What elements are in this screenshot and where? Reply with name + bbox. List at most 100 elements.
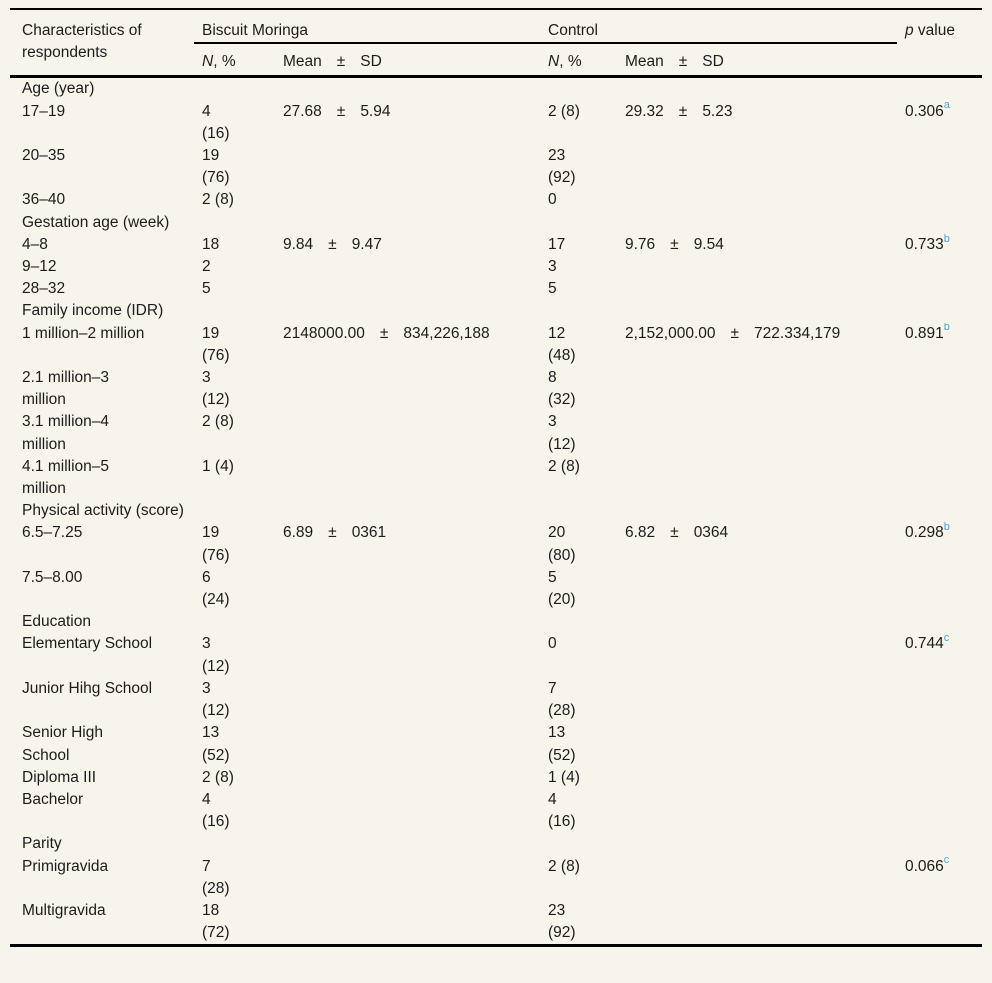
n-rest: , % (559, 53, 582, 71)
footnote-marker: c (943, 633, 950, 645)
section-row-parity: Parity (10, 833, 982, 855)
n-rest: , % (213, 53, 236, 71)
cell-characteristic: 3.1 million–4 million (22, 413, 110, 453)
cell-biscuit-mean-sd: 9.84 ±9.47 (275, 234, 540, 256)
cell-empty (275, 789, 540, 833)
n-italic: N (548, 53, 560, 71)
subheader-biscuit-n: N, % (194, 43, 275, 79)
cell-empty (897, 189, 982, 211)
table-row: 9–12 2 3 (10, 256, 982, 278)
cell-control-n: 0 (548, 191, 557, 209)
sd-value: 0364 (693, 524, 729, 542)
characteristics-table: Characteristics of respondents Biscuit M… (10, 8, 982, 948)
cell-characteristic: 4–8 (22, 235, 48, 253)
cell-biscuit-n: 3 (12) (202, 679, 230, 720)
table-row: Primigravida 7 (28) 2 (8) 0.066c (10, 856, 982, 900)
cell-control-n: 1 (4) (548, 768, 580, 786)
plus-minus: ± (670, 524, 679, 542)
cell-control-n: 2 (8) (548, 102, 580, 120)
cell-empty (617, 256, 897, 278)
mean-value: 9.76 (625, 235, 656, 253)
cell-characteristic: Senior High School (22, 724, 103, 764)
cell-biscuit-n: 3 (12) (202, 635, 230, 675)
mean-label: Mean (283, 53, 322, 71)
cell-characteristic: Elementary School (22, 635, 153, 653)
cell-characteristic: 7.5–8.00 (22, 568, 83, 586)
cell-empty (617, 767, 897, 789)
cell-control-n: 5 (548, 280, 557, 298)
cell-biscuit-n: 2 (8) (202, 768, 234, 786)
table-row: Diploma III 2 (8) 1 (4) (10, 767, 982, 789)
sd-value: 5.23 (702, 102, 733, 120)
table-row: 36–40 2 (8) 0 (10, 189, 982, 211)
cell-characteristic: 9–12 (22, 258, 57, 276)
cell-biscuit-n: 19 (76) (202, 147, 230, 187)
cell-control-n: 23 (92) (548, 147, 576, 187)
footnote-marker: c (943, 855, 950, 867)
section-row-gestation: Gestation age (week) (10, 212, 982, 234)
cell-empty (617, 145, 897, 189)
section-label: Age (year) (22, 80, 95, 98)
header-row-sub: N, % Mean ± SD N, % Mean ± SD (10, 43, 982, 79)
section-label: Parity (22, 835, 62, 853)
cell-characteristic: 36–40 (22, 191, 66, 209)
cell-empty (275, 633, 540, 677)
cell-empty (275, 856, 540, 900)
mean-value: 9.84 (283, 235, 314, 253)
cell-biscuit-mean-sd: 2148000.00 ±834,226,188 (275, 323, 540, 367)
cell-biscuit-n: 4 (16) (202, 790, 230, 831)
table-row: 17–19 4 (16) 27.68 ±5.94 2 (8) 29.32 ±5.23… (10, 101, 982, 145)
sd-value: 5.94 (360, 102, 391, 120)
mean-value: 27.68 (283, 102, 322, 120)
cell-control-n: 3 (12) (548, 413, 576, 453)
cell-empty (617, 411, 897, 455)
p-value: 0.298 (905, 524, 944, 542)
plus-minus: ± (670, 235, 679, 253)
mean-value: 29.32 (625, 102, 664, 120)
cell-empty (617, 278, 897, 300)
cell-biscuit-mean-sd: 27.68 ±5.94 (275, 101, 540, 145)
cell-empty (897, 567, 982, 611)
cell-control-n: 20 (80) (548, 524, 576, 564)
cell-characteristic: Junior Hihg School (22, 679, 153, 697)
table-row: 1 million–2 million 19 (76) 2148000.00 ±8… (10, 323, 982, 367)
cell-control-n: 2 (8) (548, 857, 580, 875)
cell-empty (897, 145, 982, 189)
cell-control-n: 7 (28) (548, 679, 576, 720)
mean-value: 6.82 (625, 524, 656, 542)
cell-empty (617, 456, 897, 500)
p-value: 0.066 (905, 857, 944, 875)
cell-empty (617, 722, 897, 766)
cell-control-n: 17 (548, 235, 566, 253)
cell-empty (897, 411, 982, 455)
sd-value: 722.334,179 (754, 324, 841, 342)
cell-empty (275, 722, 540, 766)
n-italic: N (202, 53, 214, 71)
table-row: Senior High School 13 (52) 13 (52) (10, 722, 982, 766)
cell-biscuit-n: 19 (76) (202, 524, 230, 564)
cell-biscuit-n: 3 (12) (202, 369, 230, 409)
table-row: 4.1 million–5 million 1 (4) 2 (8) (10, 456, 982, 500)
plus-minus: ± (678, 102, 688, 120)
cell-p-value: 0.891b (897, 323, 982, 367)
sd-value: 834,226,188 (403, 324, 490, 342)
footnote-marker: b (943, 322, 950, 334)
cell-characteristic: Primigravida (22, 857, 109, 875)
cell-p-value: 0.306a (897, 101, 982, 145)
cell-control-n: 0 (548, 635, 557, 653)
cell-empty (617, 567, 897, 611)
cell-biscuit-n: 2 (8) (202, 413, 234, 431)
p-value: 0.306 (905, 102, 944, 120)
cell-empty (275, 767, 540, 789)
subheader-control-n: N, % (540, 43, 617, 79)
cell-empty (275, 567, 540, 611)
cell-biscuit-n: 18 (202, 235, 220, 253)
cell-control-n: 5 (20) (548, 568, 576, 609)
sd-value: 9.47 (351, 235, 382, 253)
cell-control-n: 12 (48) (548, 324, 576, 364)
cell-control-mean-sd: 9.76 ±9.54 (617, 234, 897, 256)
cell-empty (897, 767, 982, 789)
cell-empty (617, 856, 897, 900)
cell-characteristic: 2.1 million–3 million (22, 369, 110, 409)
